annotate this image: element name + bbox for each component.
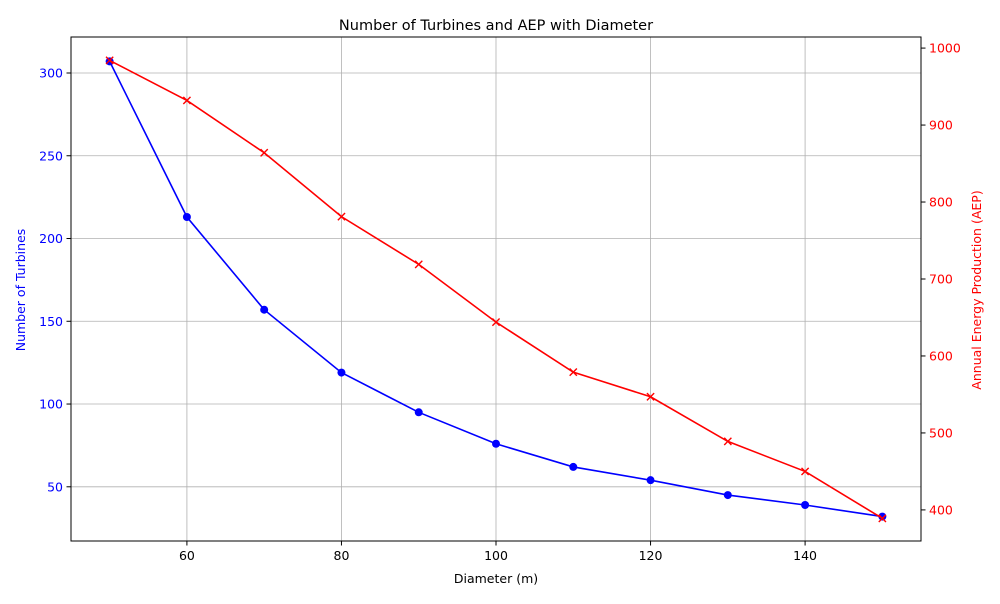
- grid-layer: [71, 37, 921, 541]
- left-y-tick-label: 200: [39, 231, 63, 246]
- data-point-left: [105, 57, 114, 66]
- data-point-right: [491, 318, 501, 327]
- right-y-axis-label: Annual Energy Production (AEP): [969, 190, 984, 389]
- data-point-right: [105, 56, 114, 65]
- left-y-tick-label: 300: [39, 66, 63, 81]
- series-layer: [105, 56, 887, 523]
- x-tick-label: 140: [793, 548, 817, 563]
- data-point-right: [800, 467, 810, 476]
- left-y-tick-label: 150: [39, 314, 63, 329]
- data-point-right: [646, 392, 655, 401]
- left-y-tick-label: 250: [39, 148, 63, 163]
- x-tick-label: 60: [179, 548, 195, 563]
- x-axis-label: Diameter (m): [454, 571, 538, 586]
- x-tick-label: 120: [639, 548, 663, 563]
- data-point-left: [182, 213, 191, 221]
- left-y-tick-label: 100: [39, 397, 63, 412]
- data-point-left: [646, 476, 655, 485]
- right-y-tick-label: 700: [929, 271, 953, 286]
- data-point-left: [801, 501, 810, 509]
- data-point-right: [337, 212, 346, 221]
- x-tick-label: 80: [334, 548, 350, 563]
- right-y-tick-label: 500: [929, 425, 953, 440]
- data-point-right: [182, 96, 192, 105]
- right-y-tick-label: 1000: [929, 41, 961, 56]
- data-point-left: [260, 305, 269, 314]
- data-point-left: [414, 408, 423, 417]
- data-point-left: [492, 439, 500, 448]
- chart-title: Number of Turbines and AEP with Diameter: [339, 18, 653, 34]
- left-y-axis-label: Number of Turbines: [13, 229, 28, 352]
- data-point-left: [878, 512, 887, 521]
- x-tick-label: 100: [484, 548, 508, 563]
- ticks-layer: 60 80 100 120 140 50 100 150 200 250 300 400 500 600 7…: [39, 41, 961, 563]
- data-point-right: [414, 260, 423, 269]
- data-point-left: [337, 368, 346, 377]
- left-y-tick-label: 50: [47, 479, 63, 494]
- data-point-right: [569, 368, 578, 377]
- data-point-right: [723, 437, 732, 446]
- right-y-tick-label: 400: [929, 502, 953, 517]
- data-point-left: [569, 462, 578, 471]
- right-y-tick-label: 900: [929, 118, 953, 133]
- data-point-right: [260, 148, 269, 157]
- right-y-tick-label: 600: [929, 348, 953, 363]
- data-point-left: [723, 491, 732, 500]
- right-y-tick-label: 800: [929, 195, 953, 210]
- data-point-right: [878, 514, 887, 523]
